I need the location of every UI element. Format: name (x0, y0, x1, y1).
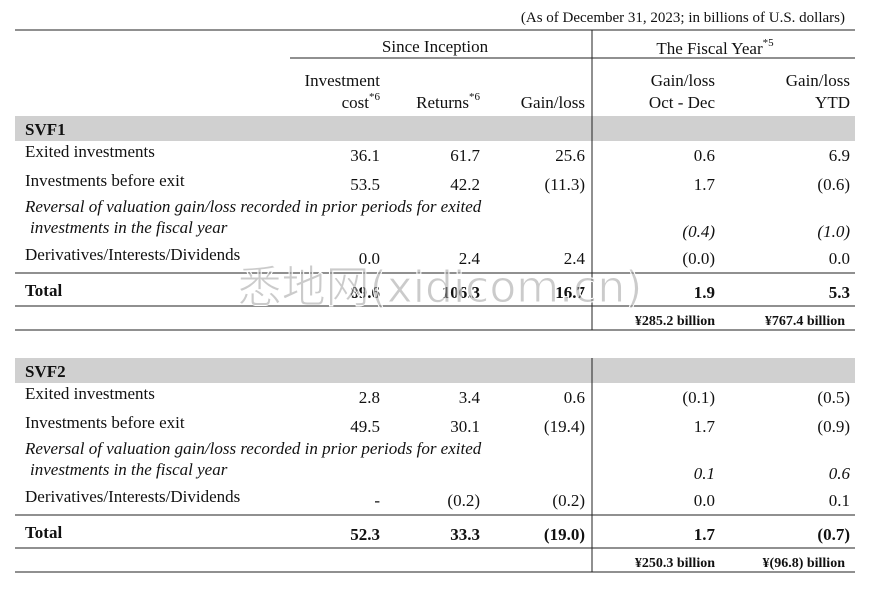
yen-note: ¥767.4 billion (765, 314, 845, 329)
section-name: SVF2 (25, 362, 66, 381)
column-header: Gain/loss (521, 93, 585, 112)
cell: - (374, 491, 380, 510)
row-label: Exited investments (25, 142, 155, 161)
superscript: *6 (469, 91, 481, 103)
cell: 3.4 (459, 388, 481, 407)
total-cell: 1.7 (694, 525, 716, 544)
cell: (0.2) (552, 491, 585, 510)
row-label: Derivatives/Interests/Dividends (25, 245, 240, 264)
column-text: Investment (304, 71, 380, 90)
cell: 53.5 (350, 175, 380, 194)
column-header: cost*6 (342, 91, 381, 112)
total-cell: 16.7 (555, 283, 585, 302)
section-band (15, 116, 855, 141)
cell: (0.4) (682, 222, 715, 241)
row-label: Exited investments (25, 384, 155, 403)
cell: (19.4) (544, 417, 585, 436)
cell: (1.0) (817, 222, 850, 241)
total-cell: 89.6 (350, 283, 380, 302)
column-header: Gain/loss (651, 71, 715, 90)
cell: 25.6 (555, 146, 585, 165)
superscript: *5 (763, 37, 775, 49)
watermark: 悉地网(xidicom.cn) (238, 262, 643, 313)
cell: (0.0) (682, 249, 715, 268)
column-text: Oct - Dec (649, 93, 716, 112)
superscript: *6 (369, 91, 381, 103)
cell: 0.0 (829, 249, 850, 268)
cell: 0.6 (694, 146, 715, 165)
cell: 61.7 (450, 146, 480, 165)
yen-note: ¥(96.8) billion (763, 556, 846, 571)
yen-note: ¥285.2 billion (635, 314, 715, 329)
cell: 49.5 (350, 417, 380, 436)
total-cell: 33.3 (450, 525, 480, 544)
cell: 42.2 (450, 175, 480, 194)
column-text: cost (342, 93, 370, 112)
total-cell: 1.9 (694, 283, 715, 302)
cell: (0.2) (447, 491, 480, 510)
cell: (0.5) (817, 388, 850, 407)
column-header: Oct - Dec (649, 93, 716, 112)
column-header: Investment (304, 71, 380, 90)
group-text: The Fiscal Year (656, 39, 763, 58)
column-header: Gain/loss (786, 71, 850, 90)
total-cell: 5.3 (829, 283, 850, 302)
cell: (0.6) (817, 175, 850, 194)
row-label: investments in the fiscal year (30, 460, 228, 479)
cell: 2.8 (359, 388, 380, 407)
cell: 0.6 (564, 388, 585, 407)
total-cell: (19.0) (544, 525, 585, 544)
total-cell: 106.3 (442, 283, 480, 302)
note: (As of December 31, 2023; in billions of… (521, 10, 845, 26)
column-header: YTD (815, 93, 850, 112)
total-label: Total (25, 281, 62, 300)
cell: 0.0 (694, 491, 715, 510)
cell: (11.3) (545, 175, 585, 194)
cell: 36.1 (350, 146, 380, 165)
cell: 2.4 (564, 249, 586, 268)
cell: 0.1 (694, 464, 715, 483)
cell: 2.4 (459, 249, 481, 268)
cell: 0.0 (359, 249, 380, 268)
section-name: SVF1 (25, 120, 66, 139)
cell: (0.1) (682, 388, 715, 407)
row-label: Investments before exit (25, 413, 185, 432)
row-label: investments in the fiscal year (30, 218, 228, 237)
column-header: Returns*6 (416, 91, 480, 112)
row-label: Reversal of valuation gain/loss recorded… (24, 197, 482, 216)
total-cell: 52.3 (350, 525, 380, 544)
row-label: Investments before exit (25, 171, 185, 190)
row-label: Reversal of valuation gain/loss recorded… (24, 439, 482, 458)
column-text: Gain/loss (521, 93, 585, 112)
cell: 30.1 (450, 417, 480, 436)
section-band (15, 358, 855, 383)
row-label: Derivatives/Interests/Dividends (25, 487, 240, 506)
group-label: The Fiscal Year*5 (656, 37, 774, 58)
cell: 1.7 (694, 417, 716, 436)
total-label: Total (25, 523, 62, 542)
group-label: Since Inception (382, 37, 489, 56)
cell: 0.1 (829, 491, 850, 510)
yen-note: ¥250.3 billion (635, 556, 715, 571)
total-cell: (0.7) (817, 525, 850, 544)
cell: 6.9 (829, 146, 850, 165)
column-text: Gain/loss (786, 71, 850, 90)
column-text: Returns (416, 93, 469, 112)
column-text: YTD (815, 93, 850, 112)
cell: (0.9) (817, 417, 850, 436)
cell: 0.6 (829, 464, 851, 483)
column-text: Gain/loss (651, 71, 715, 90)
cell: 1.7 (694, 175, 716, 194)
